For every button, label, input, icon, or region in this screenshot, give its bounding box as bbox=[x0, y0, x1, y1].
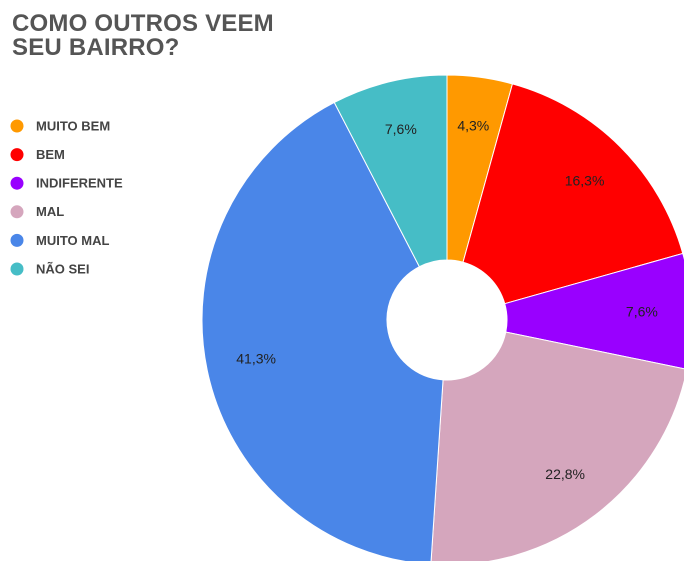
slice-label: 4,3% bbox=[457, 117, 489, 133]
slice-label: 7,6% bbox=[385, 121, 417, 137]
chart-title: COMO OUTROS VEEM SEU BAIRRO? bbox=[12, 10, 274, 61]
legend-swatch bbox=[10, 233, 24, 247]
slice bbox=[333, 74, 448, 268]
legend-label: BEM bbox=[36, 147, 65, 162]
slice-label: 41,3% bbox=[236, 351, 276, 367]
legend-swatch bbox=[10, 205, 24, 219]
legend-label: NÃO SEI bbox=[36, 261, 89, 276]
legend-swatch bbox=[10, 148, 24, 162]
slice-label: 22,8% bbox=[545, 466, 585, 482]
slice bbox=[430, 331, 684, 561]
slice-label: 7,6% bbox=[626, 304, 658, 320]
legend-label: INDIFERENTE bbox=[36, 176, 123, 191]
slice-label: 16,3% bbox=[565, 172, 605, 188]
legend-swatch bbox=[10, 119, 24, 133]
legend-label: MUITO MAL bbox=[36, 233, 109, 248]
slice bbox=[201, 101, 444, 561]
legend-swatch bbox=[10, 262, 24, 276]
legend-swatch bbox=[10, 176, 24, 190]
legend-label: MAL bbox=[36, 204, 64, 219]
slice bbox=[462, 83, 684, 305]
legend-label: MUITO BEM bbox=[36, 118, 110, 133]
slice bbox=[504, 252, 684, 370]
